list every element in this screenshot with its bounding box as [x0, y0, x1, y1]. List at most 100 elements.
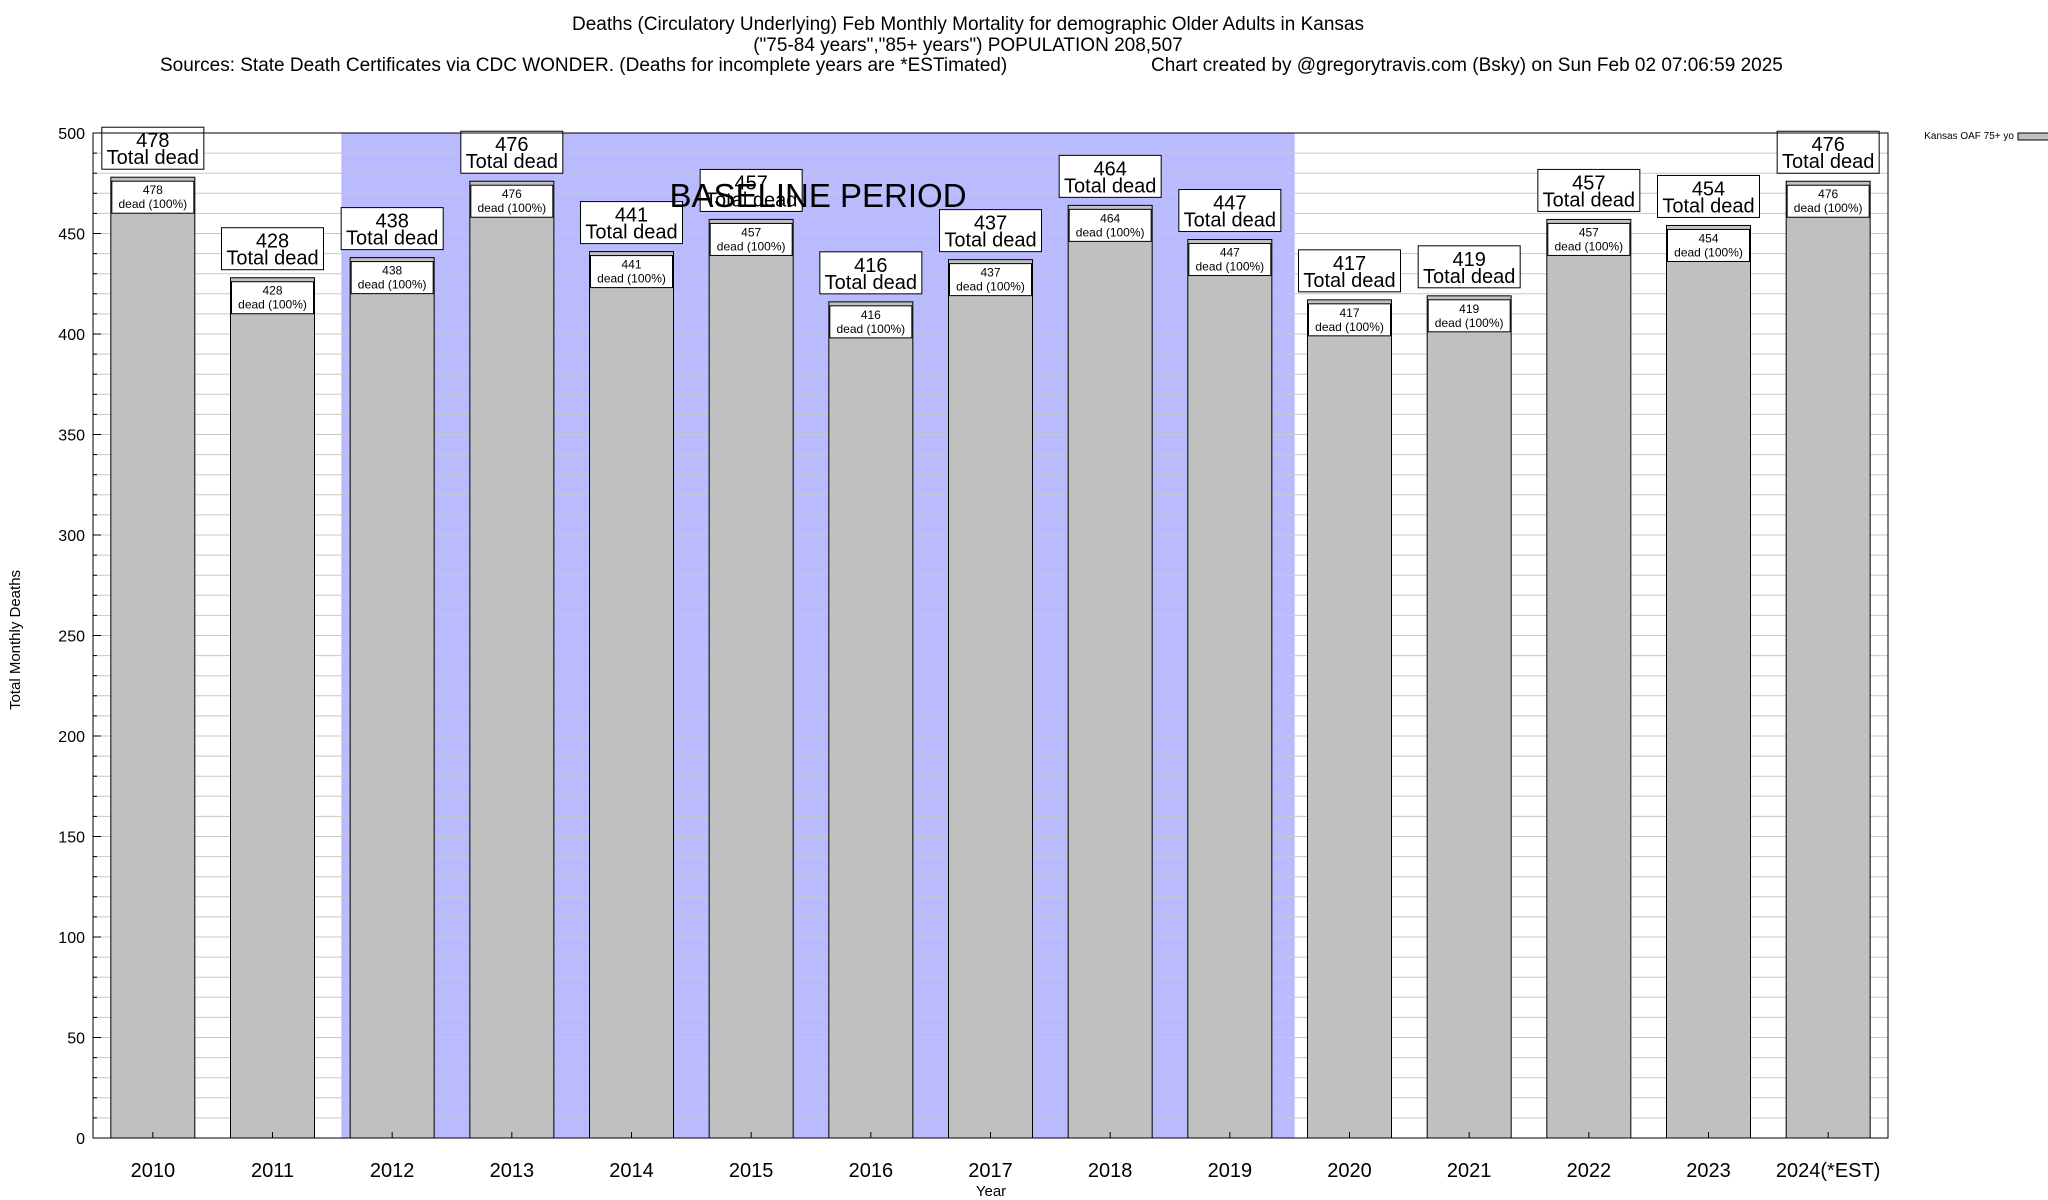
bar	[1785, 180, 1871, 1139]
inner-value-label: 438	[382, 264, 402, 278]
inner-label-box	[1786, 184, 1870, 218]
top-value-label: 457	[734, 172, 767, 194]
top-label-box	[1537, 168, 1641, 212]
top-label-box	[1417, 245, 1521, 289]
inner-percent-label: dead (100%)	[717, 239, 786, 253]
y-tick-label: 300	[58, 528, 85, 545]
inner-label-box	[111, 180, 195, 214]
inner-label-box	[1547, 222, 1631, 256]
inner-label-box	[1188, 243, 1272, 277]
inner-label-box	[709, 222, 793, 256]
top-value-label: 476	[1811, 134, 1844, 156]
inner-label-box	[1427, 299, 1511, 333]
x-tick-label: 2021	[1447, 1160, 1492, 1182]
inner-percent-label: dead (100%)	[1076, 225, 1145, 239]
top-value-label: 454	[1692, 178, 1725, 200]
top-value-label: 416	[854, 255, 887, 277]
chart-sources: Sources: State Death Certificates via CD…	[160, 55, 1008, 76]
x-tick-label: 2014	[609, 1160, 654, 1182]
x-tick-label: 2012	[370, 1160, 415, 1182]
top-total-label: Total dead	[585, 222, 677, 244]
top-total-label: Total dead	[226, 248, 318, 270]
y-tick-label: 0	[76, 1131, 85, 1148]
x-axis-label: Year	[976, 1183, 1006, 1200]
bar	[1666, 224, 1751, 1139]
x-tick-label: 2019	[1208, 1160, 1253, 1182]
x-tick-label: 2010	[131, 1160, 176, 1182]
chart-subtitle: ("75-84 years","85+ years") POPULATION 2…	[753, 35, 1183, 56]
x-tick-label: 2016	[849, 1160, 894, 1182]
bar	[110, 176, 196, 1139]
top-total-label: Total dead	[1782, 151, 1874, 173]
inner-percent-label: dead (100%)	[1674, 245, 1743, 259]
top-value-label: 428	[256, 231, 289, 253]
inner-percent-label: dead (100%)	[118, 197, 187, 211]
chart-title: Deaths (Circulatory Underlying) Feb Mont…	[572, 14, 1364, 35]
top-value-label: 437	[974, 213, 1007, 235]
inner-label-box	[590, 255, 673, 289]
inner-value-label: 476	[1818, 187, 1838, 201]
top-total-label: Total dead	[107, 147, 199, 169]
x-tick-label: 2022	[1567, 1160, 1612, 1182]
inner-percent-label: dead (100%)	[477, 201, 546, 215]
inner-percent-label: dead (100%)	[836, 322, 905, 336]
legend-swatch	[2017, 132, 2048, 141]
inner-value-label: 416	[861, 308, 881, 322]
inner-label-box	[231, 281, 314, 315]
y-axis-label: Total Monthly Deaths	[7, 570, 24, 710]
top-value-label: 447	[1213, 193, 1246, 215]
top-value-label: 441	[615, 205, 648, 227]
x-tick-label: 2023	[1686, 1160, 1731, 1182]
bar	[828, 301, 914, 1139]
top-total-label: Total dead	[705, 189, 797, 211]
top-total-label: Total dead	[944, 230, 1036, 252]
inner-percent-label: dead (100%)	[1195, 260, 1264, 274]
baseline-annotation: BASELINE PERIOD	[669, 177, 966, 214]
top-total-label: Total dead	[1543, 189, 1635, 211]
inner-percent-label: dead (100%)	[1554, 239, 1623, 253]
inner-label-box	[1308, 303, 1391, 337]
top-label-box	[1657, 174, 1760, 218]
top-label-box	[1298, 249, 1401, 293]
inner-value-label: 457	[1579, 225, 1599, 239]
inner-value-label: 457	[741, 225, 761, 239]
inner-value-label: 478	[143, 183, 163, 197]
top-value-label: 438	[375, 211, 408, 233]
y-tick-label: 400	[58, 327, 85, 344]
top-value-label: 417	[1333, 253, 1366, 275]
top-total-label: Total dead	[1064, 175, 1156, 197]
x-tick-label: 2020	[1327, 1160, 1372, 1182]
top-value-label: 476	[495, 134, 528, 156]
bar	[1067, 204, 1153, 1139]
bar	[1426, 295, 1512, 1139]
top-total-label: Total dead	[466, 151, 558, 173]
top-total-label: Total dead	[1423, 266, 1515, 288]
top-label-box	[699, 168, 803, 212]
y-tick-label: 250	[58, 629, 85, 646]
top-value-label: 478	[136, 130, 169, 152]
inner-value-label: 417	[1339, 306, 1359, 320]
top-label-box	[580, 201, 683, 245]
x-tick-label: 2024(*EST)	[1776, 1160, 1881, 1182]
x-tick-label: 2018	[1088, 1160, 1133, 1182]
plot-frame	[92, 132, 1889, 1139]
top-total-label: Total dead	[1303, 270, 1395, 292]
inner-percent-label: dead (100%)	[1435, 316, 1504, 330]
inner-value-label: 476	[502, 187, 522, 201]
top-label-box	[460, 130, 564, 174]
inner-percent-label: dead (100%)	[238, 298, 307, 312]
top-total-label: Total dead	[346, 228, 438, 250]
top-label-box	[221, 227, 324, 271]
legend-label: Kansas OAF 75+ yo	[1924, 131, 2014, 142]
bar	[469, 180, 555, 1139]
top-total-label: Total dead	[825, 272, 917, 294]
inner-label-box	[350, 261, 434, 295]
y-tick-label: 100	[58, 930, 85, 947]
top-label-box	[939, 209, 1042, 253]
inner-percent-label: dead (100%)	[358, 278, 427, 292]
x-tick-label: 2015	[729, 1160, 774, 1182]
inner-label-box	[829, 305, 913, 339]
inner-percent-label: dead (100%)	[1315, 320, 1384, 334]
